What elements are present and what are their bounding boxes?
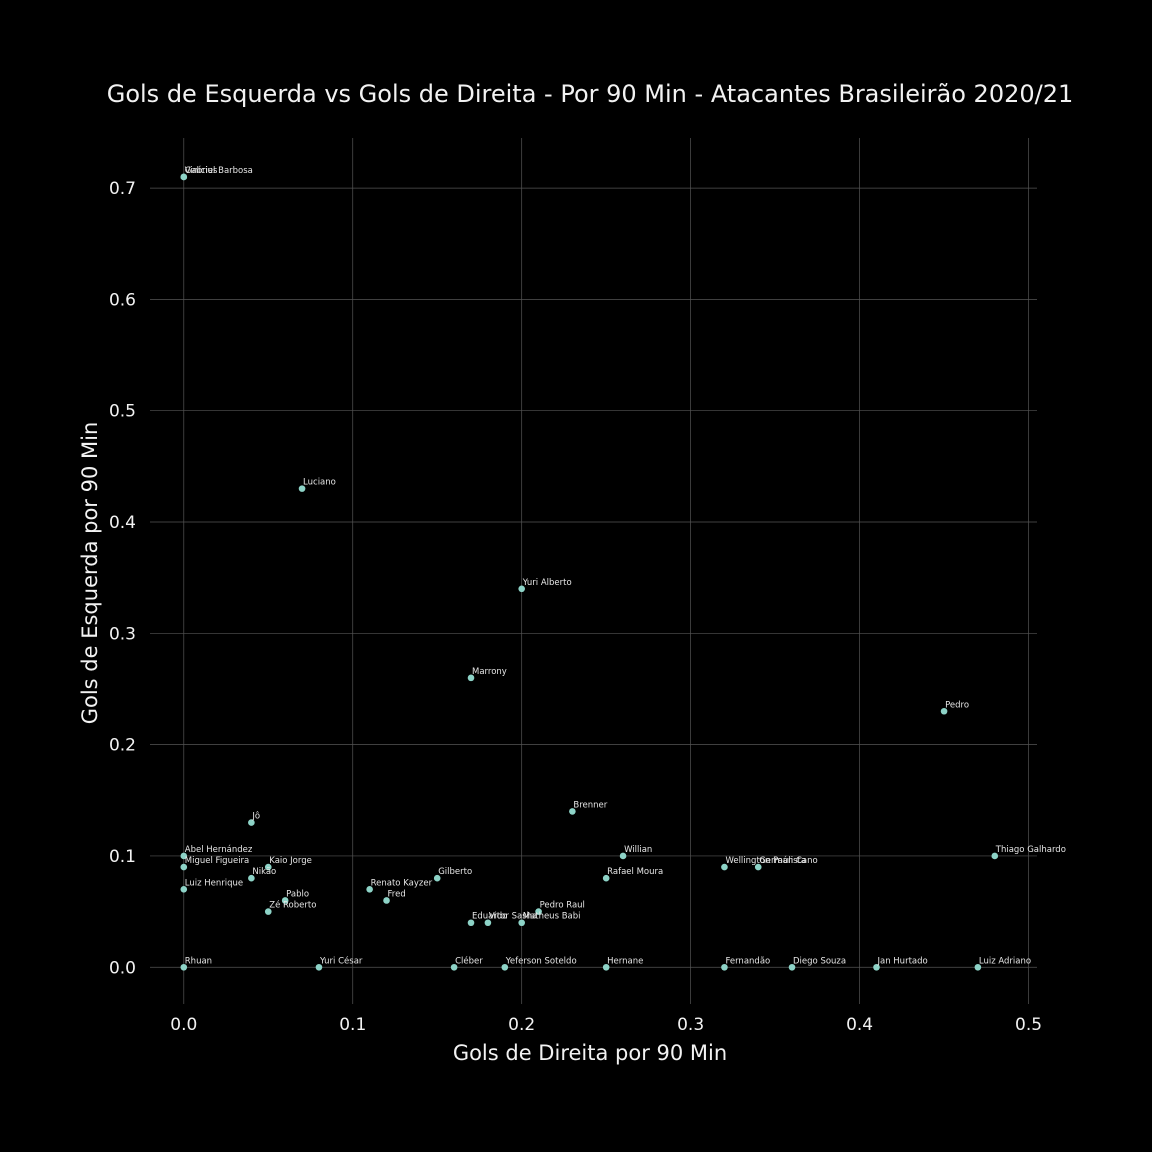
point-label: Rafael Moura: [607, 867, 663, 877]
point-label: Pedro Raul: [540, 901, 585, 911]
y-axis-label: Gols de Esquerda por 90 Min: [78, 422, 102, 725]
data-point: [450, 963, 458, 971]
data-point: [180, 963, 188, 971]
data-point: [366, 886, 373, 893]
data-point: [248, 819, 255, 826]
grid-lines: [150, 138, 1037, 1004]
point-label: Miguel Figueira: [185, 856, 249, 866]
data-point: [264, 908, 272, 915]
point-label: Gilberto: [438, 867, 472, 877]
point-label: Renato Kayzer: [371, 878, 433, 888]
data-point: [281, 897, 289, 904]
point-label: Thiago Galhardo: [995, 845, 1066, 855]
y-tick-label: 0.1: [109, 847, 136, 867]
point-label: Marrony: [472, 667, 507, 677]
y-tick-label: 0.6: [109, 290, 136, 310]
data-point: [940, 707, 948, 715]
point-label: Luiz Adriano: [979, 956, 1031, 966]
data-point: [467, 674, 475, 682]
y-tick-label: 0.3: [109, 624, 136, 644]
data-point: [383, 897, 390, 904]
data-point: [754, 863, 762, 871]
point-label: Gabriel Barbosa: [185, 166, 253, 176]
data-point: [315, 963, 323, 971]
point-label: Pedro: [945, 700, 969, 710]
point-label: Willian: [624, 845, 652, 855]
data-point: [873, 963, 880, 971]
data-point: [788, 963, 796, 971]
data-point: [991, 852, 999, 860]
point-label: Fernandão: [725, 956, 770, 966]
y-tick-label: 0.5: [109, 402, 136, 422]
data-point: [264, 863, 272, 871]
x-tick-label: 0.5: [1015, 1015, 1042, 1035]
x-tick-label: 0.3: [677, 1015, 704, 1035]
data-point: [433, 874, 441, 882]
data-points: [180, 173, 999, 971]
data-point: [602, 963, 610, 971]
point-label: Matheus Babi: [523, 912, 581, 922]
point-label: Luiz Henrique: [185, 878, 243, 888]
y-tick-label: 0.0: [109, 958, 136, 978]
data-point: [248, 874, 255, 882]
point-label: Jan Hurtado: [876, 956, 927, 966]
data-point: [484, 919, 492, 927]
point-label: Hernane: [607, 956, 643, 966]
data-point: [467, 919, 475, 927]
data-point: [721, 963, 728, 971]
x-tick-label: 0.2: [508, 1015, 535, 1035]
point-label: Yuri César: [319, 955, 363, 966]
y-tick-label: 0.7: [109, 179, 136, 199]
point-label: Eduardo: [472, 912, 507, 922]
point-label: Diego Souza: [793, 956, 846, 966]
data-point: [298, 485, 306, 492]
point-label: Vitor Sasha: [489, 912, 537, 922]
x-tick-label: 0.1: [339, 1015, 366, 1035]
tick-labels: 0.0 0.1 0.2 0.3 0.4 0.5 0.0 0.1 0.2 0.3 0.4 0.5 0.6 0…: [109, 179, 1042, 1035]
chart-title: Gols de Esquerda vs Gols de Direita - Po…: [107, 80, 1074, 108]
point-label: Zé Roberto: [269, 900, 316, 911]
point-label: Cléber: [455, 955, 483, 966]
x-axis-label: Gols de Direita por 90 Min: [453, 1041, 727, 1065]
data-point: [180, 863, 188, 871]
x-tick-label: 0.0: [170, 1015, 197, 1035]
y-tick-label: 0.4: [109, 513, 136, 533]
point-label: Luciano: [303, 478, 336, 488]
point-label: Jô: [251, 811, 260, 822]
point-label: Abel Hernández: [185, 845, 253, 855]
data-point: [535, 908, 542, 915]
point-label: Brenner: [573, 800, 607, 810]
point-label: Wellington Paulista: [725, 856, 806, 866]
point-label: Fred: [388, 889, 406, 899]
data-point: [602, 874, 610, 882]
data-point: [180, 886, 188, 893]
point-label: Kaio Jorge: [269, 856, 312, 866]
point-label: Nikão: [252, 867, 276, 877]
y-tick-label: 0.2: [109, 736, 136, 756]
data-point: [180, 173, 188, 181]
data-point: [619, 852, 627, 860]
data-point: [974, 963, 982, 971]
x-tick-label: 0.4: [846, 1015, 873, 1035]
data-point: [569, 808, 576, 815]
point-label: Rhuan: [185, 956, 212, 966]
point-label: Yuri Alberto: [522, 578, 572, 588]
point-label: Vinícius: [185, 166, 218, 176]
point-label: Pablo: [286, 889, 309, 899]
data-point: [721, 863, 728, 871]
data-point: [518, 585, 525, 593]
point-label: Germán Cano: [759, 856, 817, 866]
data-point: [501, 963, 509, 971]
data-point: [518, 919, 525, 927]
point-label: Yeferson Soteldo: [505, 956, 577, 966]
data-point: [180, 852, 188, 860]
